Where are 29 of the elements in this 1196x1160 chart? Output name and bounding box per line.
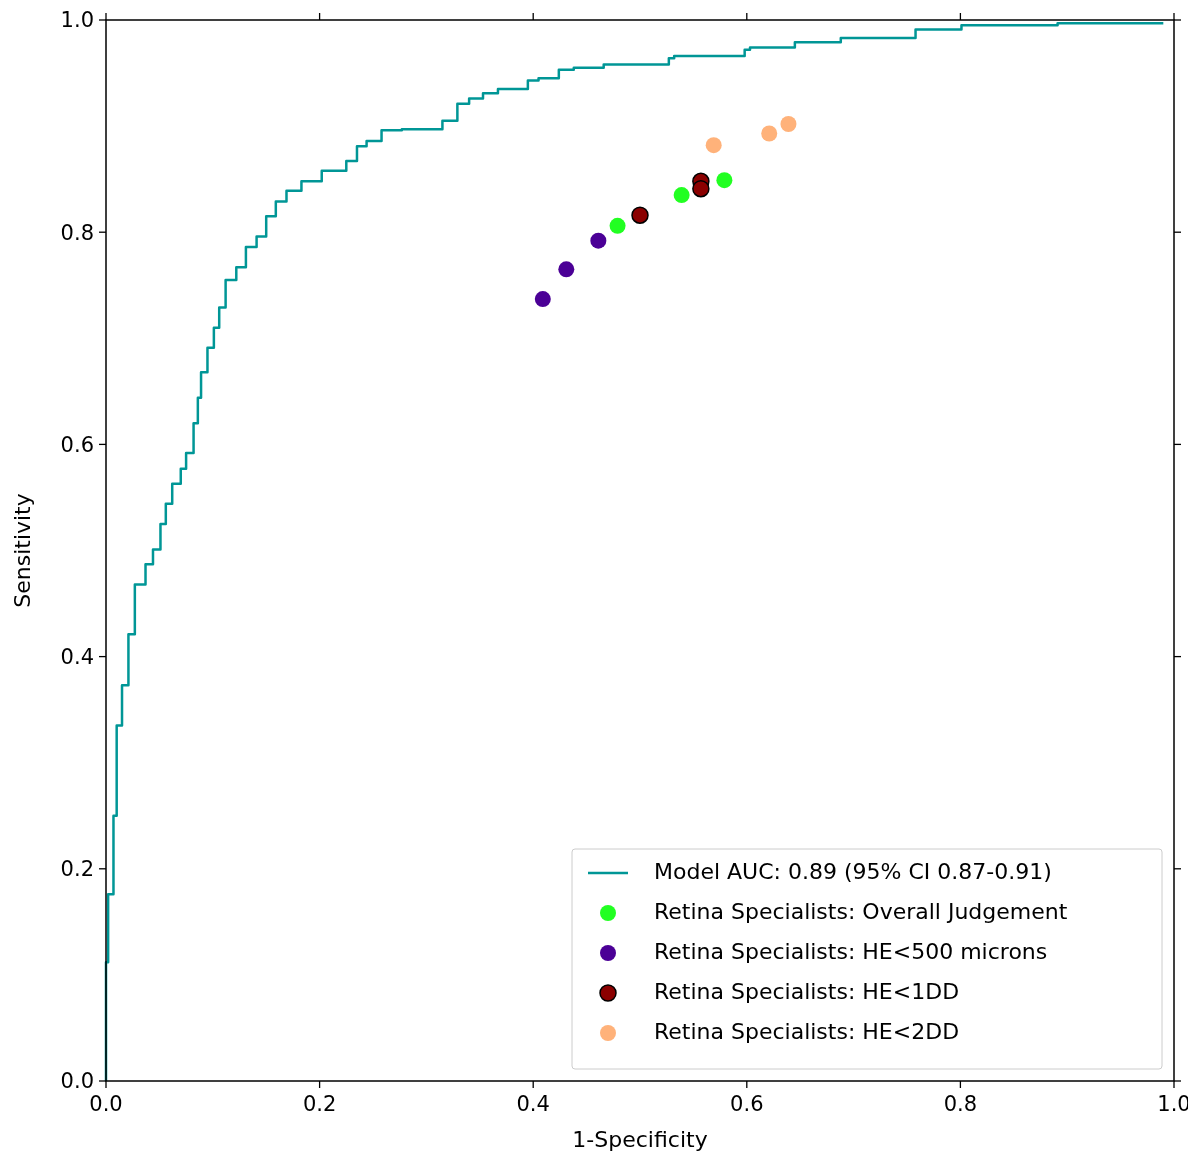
point bbox=[558, 261, 575, 278]
y-tick-label: 0.2 bbox=[60, 857, 94, 882]
x-tick-label: 0.0 bbox=[89, 1092, 123, 1116]
y-tick-label: 0.6 bbox=[60, 432, 94, 457]
point bbox=[631, 206, 649, 224]
y-tick-label: 0.8 bbox=[60, 220, 94, 245]
legend-label: Retina Specialists: HE<500 microns bbox=[654, 939, 1048, 964]
point bbox=[716, 172, 733, 189]
point bbox=[780, 115, 797, 132]
point bbox=[534, 291, 551, 308]
x-tick-label: 0.8 bbox=[943, 1092, 978, 1116]
legend-label: Retina Specialists: HE<2DD bbox=[654, 1019, 960, 1044]
point bbox=[673, 187, 690, 204]
point bbox=[761, 125, 778, 142]
legend-label: Model AUC: 0.89 (95% CI 0.87-0.91) bbox=[654, 859, 1052, 884]
y-tick-label: 1.0 bbox=[60, 8, 94, 33]
y-tick-label: 0.0 bbox=[60, 1069, 94, 1094]
legend-label: Retina Specialists: Overall Judgement bbox=[654, 899, 1068, 924]
x-tick-label: 0.6 bbox=[730, 1092, 764, 1116]
legend-label: Retina Specialists: HE<1DD bbox=[654, 979, 960, 1004]
x-axis-title: 1-Specificity bbox=[572, 1127, 708, 1152]
x-tick-label: 0.4 bbox=[516, 1092, 550, 1116]
point bbox=[692, 179, 710, 198]
x-tick-label: 0.2 bbox=[302, 1092, 337, 1116]
point bbox=[609, 217, 626, 234]
point bbox=[590, 232, 607, 249]
y-axis-title: Sensitivity bbox=[10, 493, 35, 608]
y-tick-label: 0.4 bbox=[60, 644, 94, 669]
point bbox=[705, 137, 722, 154]
